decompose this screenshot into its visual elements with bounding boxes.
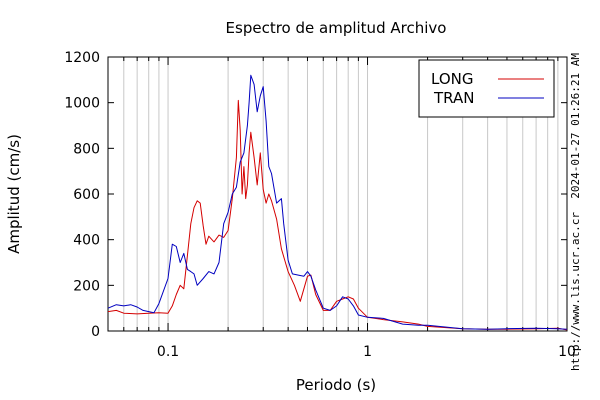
y-tick-label: 1200 bbox=[64, 50, 100, 66]
x-tick-label: 10 bbox=[558, 344, 576, 360]
y-tick-label: 200 bbox=[73, 278, 100, 294]
y-tick-label: 600 bbox=[73, 187, 100, 203]
series-layer bbox=[107, 74, 568, 331]
x-tick-label: 1 bbox=[363, 344, 372, 360]
x-axis-label: Periodo (s) bbox=[296, 376, 376, 394]
series-line-long bbox=[107, 99, 568, 331]
chart-title: Espectro de amplitud Archivo bbox=[226, 19, 447, 37]
series-line-tran bbox=[107, 74, 568, 330]
legend-label-long: LONG bbox=[431, 70, 473, 88]
legend-label-tran: TRAN bbox=[433, 89, 474, 107]
legend: LONG TRAN bbox=[418, 59, 555, 118]
source-url-text: http://www.lis.ucr.ac.cr bbox=[569, 212, 582, 371]
y-axis-ticks: 0 200 400 600 800 1000 1200 bbox=[64, 50, 567, 340]
timestamp-text: 2024-01-27 01:26:21 AM bbox=[569, 53, 582, 199]
y-tick-label: 800 bbox=[73, 141, 100, 157]
y-tick-label: 400 bbox=[73, 233, 100, 249]
vertical-gridlines bbox=[123, 57, 559, 331]
x-axis-ticks: 0.1 1 10 bbox=[107, 57, 576, 360]
y-axis-label: Amplitud (cm/s) bbox=[5, 134, 23, 254]
legend-box bbox=[418, 59, 555, 118]
y-tick-label: 0 bbox=[91, 324, 100, 340]
y-tick-label: 1000 bbox=[64, 96, 100, 112]
x-tick-label: 0.1 bbox=[157, 344, 179, 360]
